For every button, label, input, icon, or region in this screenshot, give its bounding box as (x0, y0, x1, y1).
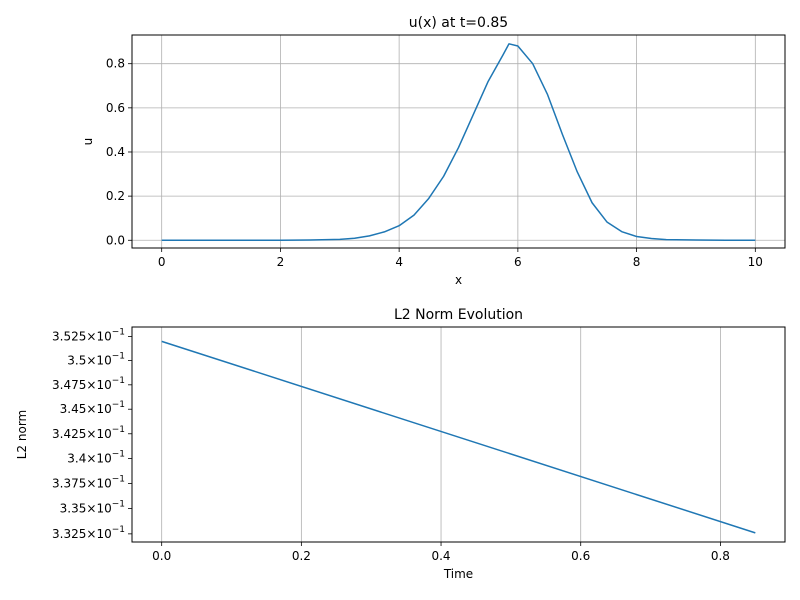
x-tick-label: 0.2 (292, 549, 311, 563)
y-tick-label: 3.375×10−1 (52, 474, 125, 490)
x-tick-label: 4 (395, 255, 403, 269)
chart-l2-norm: 0.0 0.2 0.4 0.6 0.8 3.325×10−1 3.35×10−1 3.375×… (15, 307, 786, 581)
x-tick-label: 0.0 (152, 549, 171, 563)
x-tick-label: 8 (633, 255, 641, 269)
x-tick-label: 0.4 (431, 549, 450, 563)
y-tick-label: 3.475×10−1 (52, 376, 125, 392)
y-tick-label: 3.325×10−1 (52, 525, 125, 541)
y-tick-label: 3.5×10−1 (67, 352, 125, 368)
chart-u-profile: 0 2 4 6 8 100.00.20.40.60.8 u(x) at t=0.85 x … (81, 15, 786, 287)
y-tick-label: 3.425×10−1 (52, 425, 125, 441)
y-axis-label: L2 norm (15, 410, 29, 460)
y-tick-label: 3.35×10−1 (60, 500, 125, 516)
x-tick-label: 0 (158, 255, 166, 269)
series-line (161, 340, 756, 534)
series-line (161, 43, 756, 242)
chart-title: u(x) at t=0.85 (409, 15, 508, 31)
axes-frame (131, 326, 786, 543)
y-tick-label: 0.2 (106, 189, 125, 203)
axes-frame (131, 34, 786, 249)
chart-title: L2 Norm Evolution (394, 307, 523, 323)
x-tick-label: 10 (748, 255, 763, 269)
x-tick-label: 6 (514, 255, 522, 269)
tick-marks: 0.0 0.2 0.4 0.6 0.8 3.325×10−1 3.35×10−1 3.375×… (52, 328, 730, 563)
y-tick-label: 0.0 (106, 233, 125, 247)
grid-lines (161, 327, 721, 542)
y-tick-label: 0.4 (106, 145, 125, 159)
x-tick-label: 0.6 (571, 549, 590, 563)
x-tick-label: 0.8 (711, 549, 730, 563)
y-tick-label: 3.525×10−1 (52, 328, 125, 344)
x-tick-label: 2 (277, 255, 285, 269)
y-tick-label: 0.6 (106, 101, 125, 115)
y-tick-label: 3.4×10−1 (67, 450, 125, 466)
tick-marks: 0 2 4 6 8 10 0.0 0.2 0.4 0.6 0.8 (106, 57, 763, 269)
x-axis-label: x (455, 273, 462, 287)
y-tick-label: 0.8 (106, 57, 125, 71)
y-axis-label: u (81, 138, 95, 146)
x-axis-label: Time (443, 567, 473, 581)
data-lines (161, 43, 756, 242)
data-lines (161, 340, 756, 534)
y-tick-label: 3.45×10−1 (60, 400, 125, 416)
